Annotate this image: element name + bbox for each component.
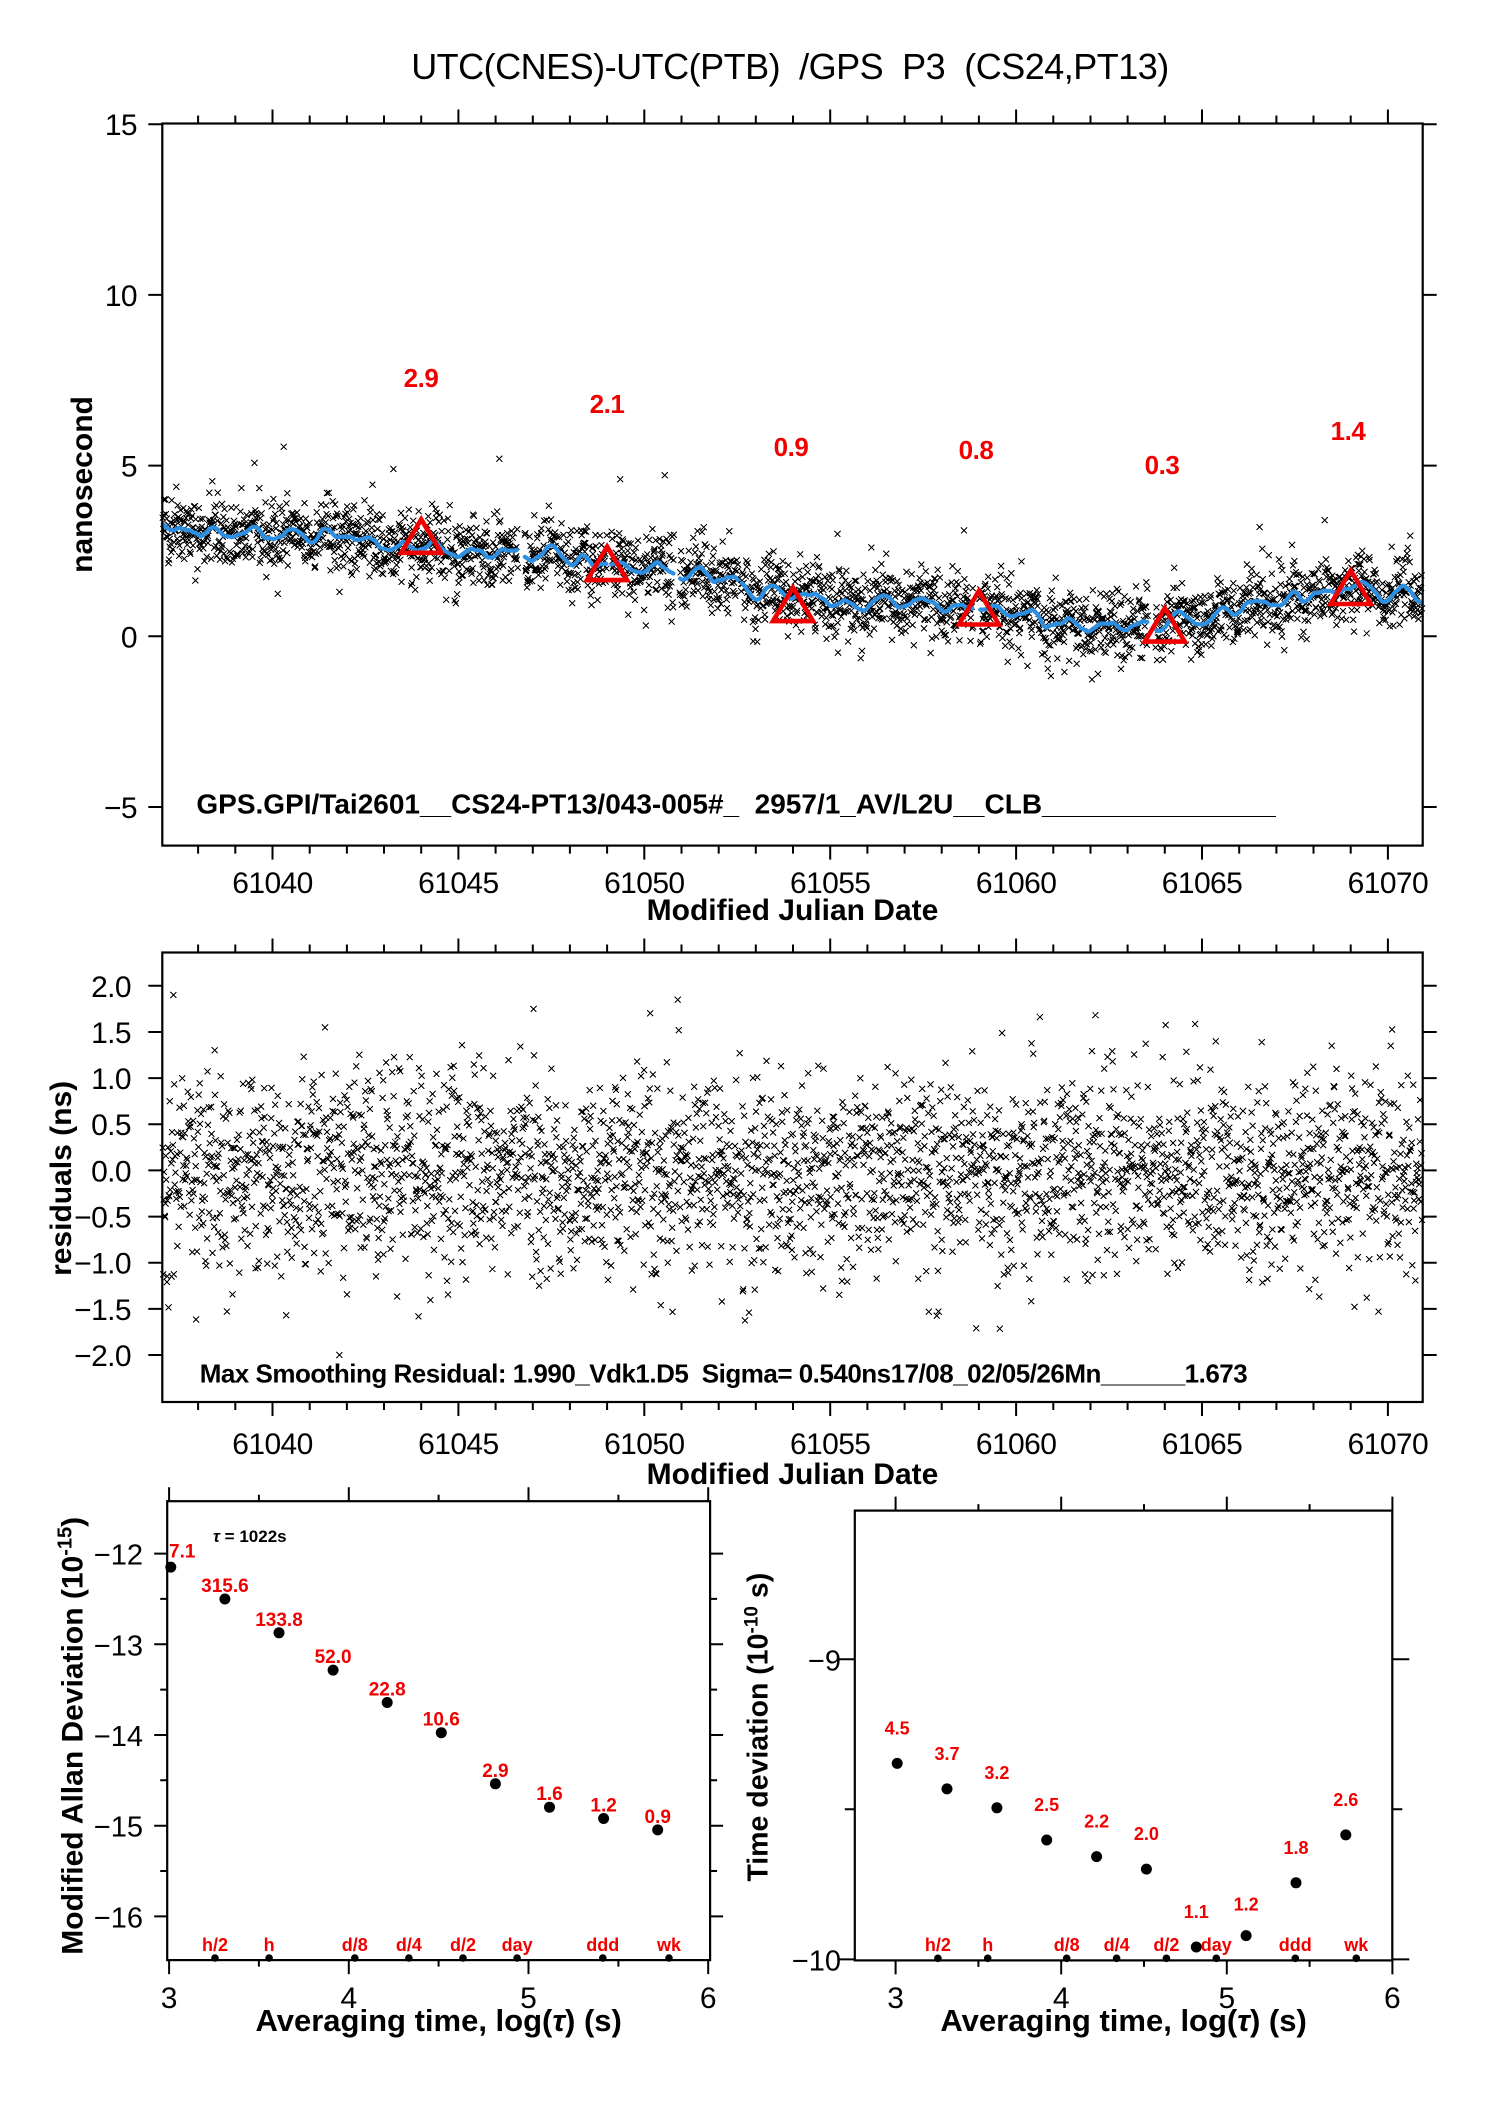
svg-text:ddd: ddd: [586, 1935, 619, 1955]
svg-text:61070: 61070: [1348, 867, 1428, 900]
svg-text:0: 0: [121, 621, 137, 654]
svg-text:−2.0: −2.0: [74, 1340, 131, 1373]
svg-text:d/2: d/2: [450, 1935, 476, 1955]
svg-text:2.1: 2.1: [590, 389, 625, 419]
svg-text:−16: −16: [94, 1902, 143, 1934]
svg-text:0.9: 0.9: [774, 432, 809, 462]
svg-text:−9: −9: [808, 1645, 841, 1677]
svg-text:1.2: 1.2: [590, 1796, 616, 1817]
svg-text:0.0: 0.0: [91, 1155, 131, 1188]
svg-text:61045: 61045: [418, 1428, 498, 1461]
svg-text:1.8: 1.8: [1283, 1838, 1308, 1858]
svg-text:2.6: 2.6: [1333, 1790, 1358, 1810]
svg-text:GPS.GPI/Tai2601__CS24-PT13/043: GPS.GPI/Tai2601__CS24-PT13/043-005#_ 295…: [196, 789, 1276, 820]
svg-text:2.0: 2.0: [91, 971, 131, 1004]
svg-text:61065: 61065: [1162, 867, 1242, 900]
svg-text:d/8: d/8: [342, 1935, 368, 1955]
svg-text:ddd: ddd: [1279, 1935, 1312, 1955]
svg-text:3.2: 3.2: [984, 1763, 1009, 1783]
svg-text:15: 15: [105, 109, 137, 142]
svg-text:residuals (ns): residuals (ns): [45, 1081, 78, 1276]
svg-text:1.6: 1.6: [536, 1784, 562, 1805]
svg-text:0.3: 0.3: [1145, 450, 1180, 480]
svg-text:61055: 61055: [790, 867, 870, 900]
svg-text:Modified Julian Date: Modified Julian Date: [647, 894, 939, 927]
svg-text:1.4: 1.4: [1331, 416, 1367, 446]
svg-text:τ = 1022s: τ = 1022s: [213, 1527, 287, 1546]
svg-text:52.0: 52.0: [315, 1647, 352, 1668]
svg-text:2.9: 2.9: [482, 1761, 508, 1782]
svg-text:0.9: 0.9: [644, 1807, 670, 1828]
svg-text:−0.5: −0.5: [74, 1202, 131, 1235]
svg-text:h/2: h/2: [925, 1935, 951, 1955]
svg-text:−12: −12: [94, 1540, 143, 1572]
svg-text:1.0: 1.0: [91, 1063, 131, 1096]
svg-text:4.5: 4.5: [885, 1718, 910, 1738]
svg-text:61060: 61060: [976, 1428, 1056, 1461]
svg-text:Averaging time, log(τ) (s): Averaging time, log(τ) (s): [940, 2003, 1306, 2038]
svg-text:2.9: 2.9: [404, 363, 439, 393]
svg-text:6: 6: [1384, 1982, 1401, 2015]
svg-text:wk: wk: [1343, 1935, 1369, 1955]
svg-text:5: 5: [1218, 1982, 1235, 2015]
svg-text:−14: −14: [94, 1721, 143, 1753]
svg-text:61055: 61055: [790, 1428, 870, 1461]
svg-text:61065: 61065: [1162, 1428, 1242, 1461]
svg-text:d/4: d/4: [396, 1935, 422, 1955]
svg-text:4: 4: [340, 1982, 357, 2015]
svg-text:3: 3: [887, 1982, 904, 2015]
svg-text:10.6: 10.6: [423, 1710, 460, 1731]
svg-text:61050: 61050: [604, 1428, 684, 1461]
svg-text:3: 3: [161, 1982, 178, 2015]
svg-text:61040: 61040: [232, 1428, 312, 1461]
svg-text:day: day: [502, 1935, 533, 1955]
svg-text:22.8: 22.8: [369, 1680, 406, 1701]
svg-text:61045: 61045: [418, 867, 498, 900]
svg-text:1.1: 1.1: [1184, 1902, 1209, 1922]
svg-text:61070: 61070: [1348, 1428, 1428, 1461]
svg-text:−15: −15: [94, 1812, 143, 1844]
svg-text:wk: wk: [656, 1935, 682, 1955]
svg-text:61060: 61060: [976, 867, 1056, 900]
svg-text:5: 5: [520, 1982, 537, 2015]
svg-text:h: h: [982, 1935, 993, 1955]
svg-text:d/8: d/8: [1054, 1935, 1080, 1955]
svg-text:315.6: 315.6: [201, 1576, 249, 1597]
svg-text:10: 10: [105, 280, 137, 313]
svg-text:d/2: d/2: [1153, 1935, 1179, 1955]
svg-text:5: 5: [121, 451, 137, 484]
svg-text:61050: 61050: [604, 867, 684, 900]
svg-text:0.8: 0.8: [959, 435, 994, 465]
svg-text:Modified Julian Date: Modified Julian Date: [647, 1458, 939, 1491]
svg-text:h/2: h/2: [202, 1935, 228, 1955]
svg-text:2.5: 2.5: [1034, 1795, 1059, 1815]
svg-text:Averaging time, log(τ) (s): Averaging time, log(τ) (s): [256, 2003, 622, 2038]
svg-text:3.7: 3.7: [934, 1744, 959, 1764]
svg-text:2.0: 2.0: [1134, 1824, 1159, 1844]
svg-text:6: 6: [700, 1982, 717, 2015]
svg-text:1.2: 1.2: [1234, 1895, 1259, 1915]
svg-text:4: 4: [1053, 1982, 1070, 2015]
svg-text:−13: −13: [94, 1630, 143, 1662]
svg-text:1.5: 1.5: [91, 1017, 131, 1050]
svg-text:61040: 61040: [232, 867, 312, 900]
svg-text:Max Smoothing Residual: 1.990_: Max Smoothing Residual: 1.990_Vdk1.D5 Si…: [200, 1359, 1248, 1389]
svg-text:7.1: 7.1: [169, 1542, 196, 1563]
svg-text:0.5: 0.5: [91, 1109, 131, 1142]
svg-text:133.8: 133.8: [255, 1610, 303, 1631]
svg-text:h: h: [264, 1935, 275, 1955]
svg-text:−1.0: −1.0: [74, 1248, 131, 1281]
svg-text:−1.5: −1.5: [74, 1294, 131, 1327]
svg-text:day: day: [1201, 1935, 1232, 1955]
svg-text:−5: −5: [104, 792, 137, 825]
svg-text:nanosecond: nanosecond: [66, 396, 99, 573]
svg-text:−10: −10: [792, 1945, 841, 1977]
svg-text:d/4: d/4: [1104, 1935, 1130, 1955]
svg-text:2.2: 2.2: [1084, 1812, 1109, 1832]
svg-text:UTC(CNES)-UTC(PTB) /GPS P3: UTC(CNES)-UTC(PTB) /GPS P3 (CS24,PT13): [411, 46, 1169, 87]
svg-text:Modified Allan Deviation (10-1: Modified Allan Deviation (10-15): [55, 1517, 90, 1955]
